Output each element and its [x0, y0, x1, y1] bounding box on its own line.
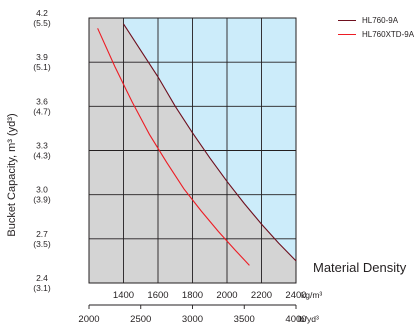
grid — [88, 17, 297, 284]
y-tick-sublabel-6: (3.1) — [33, 283, 51, 293]
x-tick-label-lb-0: 2000 — [78, 314, 99, 325]
y-tick-sublabel-3: (4.3) — [33, 151, 51, 161]
x-tick-label-kg-3: 2000 — [216, 290, 237, 301]
x-unit-labels: kg/m³ lb/yd³ — [298, 290, 322, 324]
series-line-hl760-9a — [123, 23, 297, 262]
x-unit-kg: kg/m³ — [301, 290, 322, 300]
shaded-area — [123, 18, 296, 283]
x-tick-labels: 1400 1600 1800 2000 2200 2400 2000 2500 3000 3500… — [78, 290, 306, 325]
y-tick-label-0: 4.2 — [36, 8, 48, 18]
y-tick-label-5: 2.7 — [36, 229, 48, 239]
legend-item-hl760xtd-9a: HL760XTD-9A — [338, 27, 414, 41]
y-tick-label-6: 2.4 — [36, 273, 48, 283]
x-tick-label-lb-1: 2500 — [130, 314, 151, 325]
legend: HL760-9A HL760XTD-9A — [338, 13, 414, 41]
plot-border — [88, 17, 297, 284]
y-tick-labels: 4.2(5.5) 3.9(5.1) 3.6(4.7) 3.3(4.3) 3.0(3.9)… — [33, 8, 51, 293]
series-lines — [97, 23, 297, 266]
x-tick-label-kg-4: 2200 — [251, 290, 272, 301]
y-tick-sublabel-5: (3.5) — [33, 239, 51, 249]
x-axis-title: Material Density — [313, 260, 407, 275]
y-tick-label-1: 3.9 — [36, 52, 48, 62]
x-tick-label-lb-2: 3000 — [182, 314, 203, 325]
x-tick-label-kg-2: 1800 — [182, 290, 203, 301]
y-tick-sublabel-1: (5.1) — [33, 62, 51, 72]
y-tick-label-2: 3.6 — [36, 96, 48, 106]
y-tick-sublabel-4: (3.9) — [33, 195, 51, 205]
x-tick-label-lb-4: 4000 — [285, 314, 306, 325]
legend-swatch-hl760xtd-9a — [338, 33, 356, 35]
x-tick-label-kg-1: 1600 — [147, 290, 168, 301]
legend-item-hl760-9a: HL760-9A — [338, 13, 414, 27]
y-tick-label-3: 3.3 — [36, 141, 48, 151]
x-unit-lb: lb/yd³ — [298, 314, 319, 324]
y-axis-title: Bucket Capacity, m³ (yd³) — [6, 113, 18, 236]
x-tick-label-kg-5: 2400 — [285, 290, 306, 301]
legend-label-hl760xtd-9a: HL760XTD-9A — [362, 29, 415, 39]
series-line-hl760xtd-9a — [97, 28, 250, 266]
y-tick-sublabel-2: (4.7) — [33, 106, 51, 116]
x-tick-label-lb-3: 3500 — [234, 314, 255, 325]
legend-swatch-hl760-9a — [338, 19, 356, 21]
legend-label-hl760-9a: HL760-9A — [362, 15, 399, 25]
y-tick-label-4: 3.0 — [36, 185, 48, 195]
y-axis-title-wrap: Bucket Capacity, m³ (yd³) — [2, 0, 22, 327]
y-tick-sublabel-0: (5.5) — [33, 18, 51, 28]
x-tick-label-kg-0: 1400 — [113, 290, 134, 301]
